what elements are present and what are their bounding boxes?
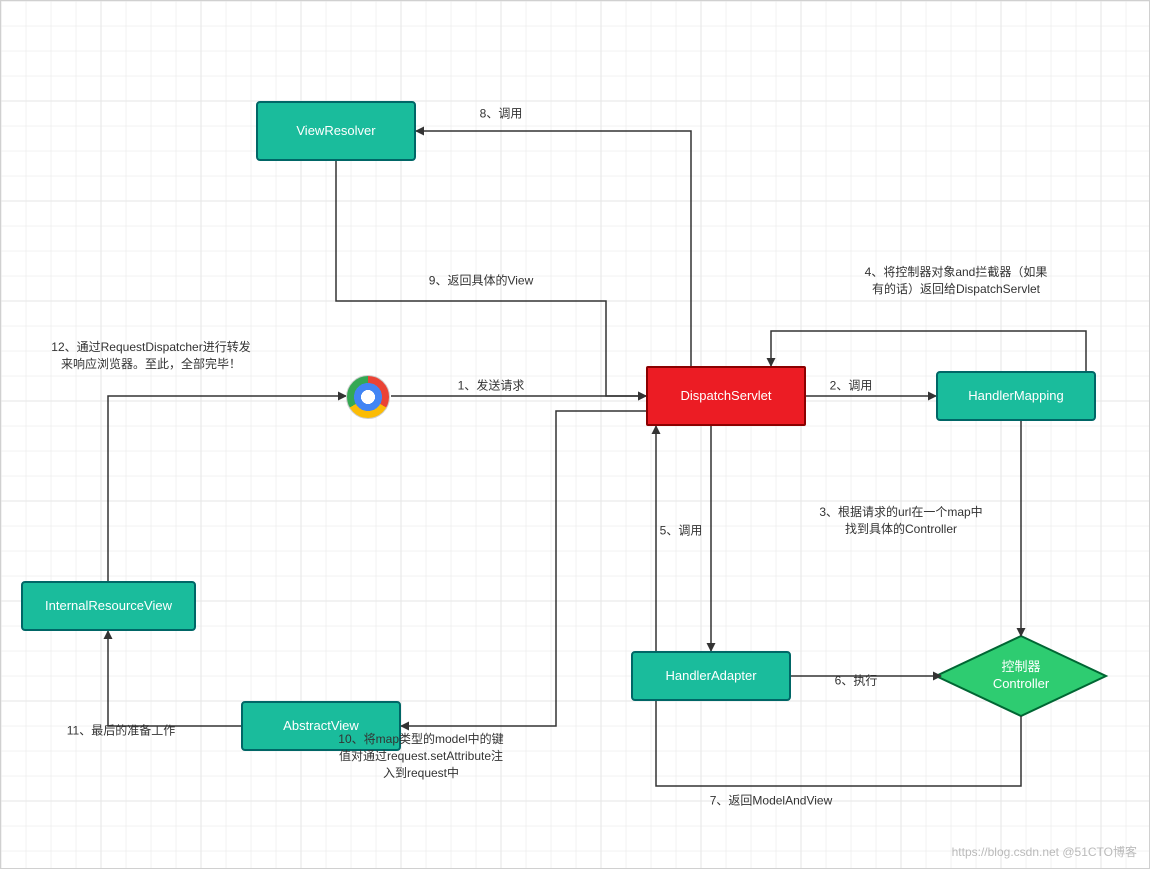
edge-label-e12: 12、通过RequestDispatcher进行转发 来响应浏览器。至此，全部完…: [51, 339, 250, 373]
edge-label-e6: 6、执行: [835, 673, 878, 690]
edge-label-e8: 8、调用: [480, 106, 523, 123]
edge-label-e4: 4、将控制器对象and拦截器（如果 有的话）返回给DispatchServlet: [865, 264, 1048, 298]
node-controller: 控制器 Controller: [936, 636, 1106, 716]
edge-label-e3: 3、根据请求的url在一个map中 找到具体的Controller: [819, 504, 982, 538]
edge-label-e10: 10、将map类型的model中的键 值对通过request.setAttrib…: [338, 731, 503, 781]
edge-label-e7: 7、返回ModelAndView: [710, 793, 833, 810]
edge-label-e9: 9、返回具体的View: [429, 273, 533, 290]
node-handler_adapter: HandlerAdapter: [631, 651, 791, 701]
watermark: https://blog.csdn.net @51CTO博客: [952, 843, 1137, 860]
edge-label-e2: 2、调用: [830, 378, 873, 395]
diagram-canvas: https://blog.csdn.net @51CTO博客 ViewResol…: [0, 0, 1150, 869]
browser-icon: [346, 375, 390, 419]
edge-label-e11: 11、最后的准备工作: [67, 723, 175, 740]
node-handler_mapping: HandlerMapping: [936, 371, 1096, 421]
edge-label-e5: 5、调用: [660, 523, 703, 540]
edge-label-e1: 1、发送请求: [458, 378, 525, 395]
node-internal_view: InternalResourceView: [21, 581, 196, 631]
node-dispatch: DispatchServlet: [646, 366, 806, 426]
node-view_resolver: ViewResolver: [256, 101, 416, 161]
